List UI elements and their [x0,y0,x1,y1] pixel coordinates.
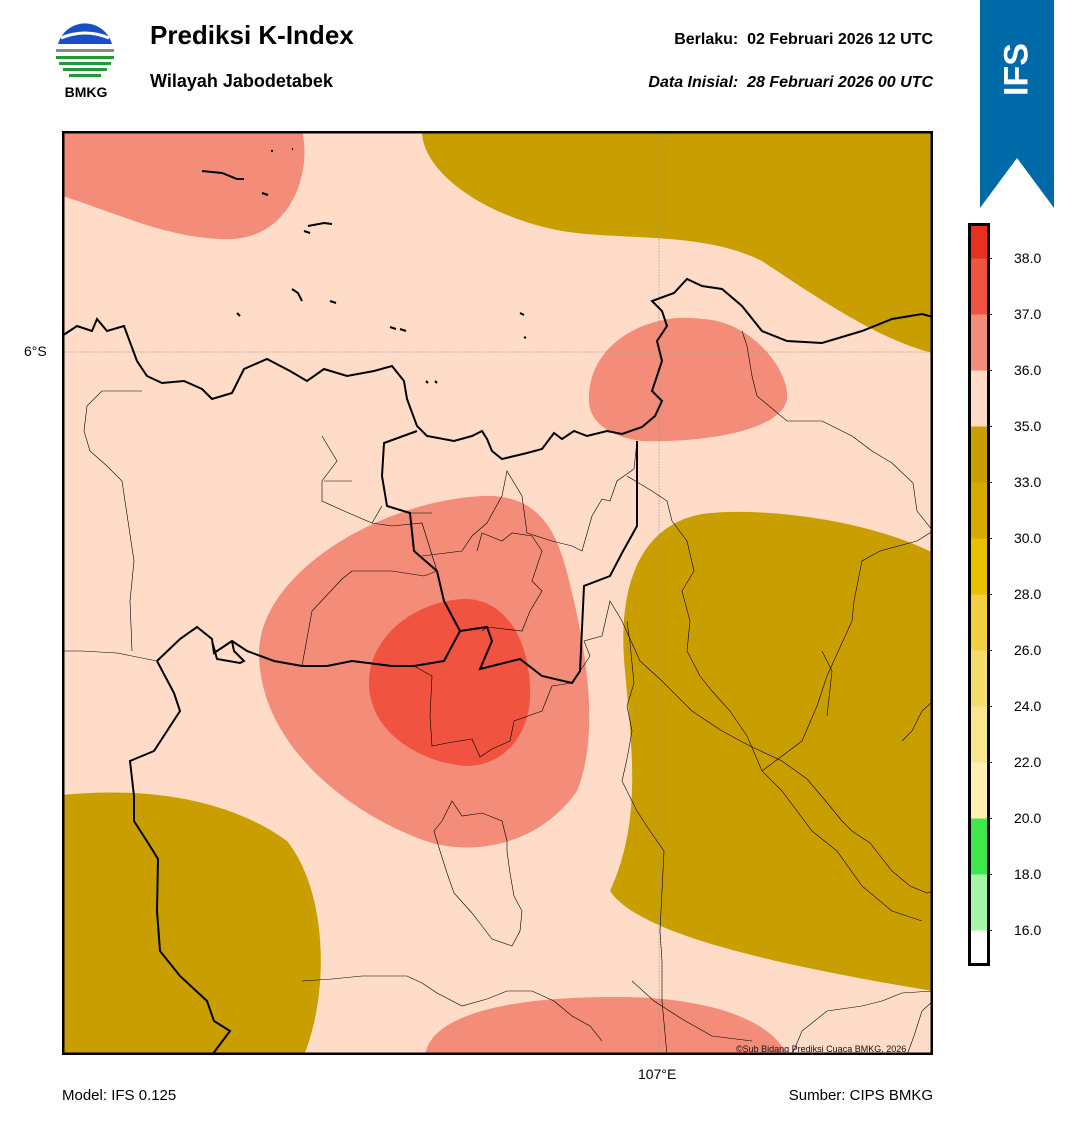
colorbar-swatch [969,314,989,371]
colorbar-swatch [969,874,989,931]
colorbar-swatch [969,706,989,763]
colorbar-swatch [969,370,989,427]
colorbar-label: 24.0 [1014,697,1042,714]
page-title: Prediksi K-Index [150,20,354,50]
field-36-37-south [425,996,787,1055]
model-label: Model: IFS 0.125 [62,1087,177,1104]
model-ribbon: IFS [980,0,1054,208]
regency-boundaries [62,330,933,1055]
field-36-37-northwest [62,131,305,240]
colorbar-swatch [969,930,989,965]
colorbar-label: 22.0 [1014,753,1042,770]
map-canvas [62,131,933,1055]
colorbar-label: 20.0 [1014,809,1042,826]
colorbar-label: 26.0 [1014,641,1042,658]
colorbar-swatches [968,223,992,966]
ribbon-shape-icon [980,0,1054,208]
province-boundary-banten [128,625,461,1055]
colorbar-swatch [969,818,989,875]
field-33-35-east [610,511,933,991]
map-border [62,131,933,1055]
colorbar-label: 36.0 [1014,361,1042,378]
field-36-37-northeast [588,317,788,442]
colorbar-label: 28.0 [1014,585,1042,602]
field-33-35-northeast [422,131,933,353]
bmkg-logo [52,20,118,84]
copyright-text: ©Sub Bidang Prediksi Cuaca BMKG, 2026 [736,1044,907,1054]
source-label: Sumber: CIPS BMKG [788,1087,933,1104]
colorbar-swatch [969,426,989,483]
init-time: Data Inisial: 28 Februari 2026 00 UTC [648,74,933,92]
field-37-38-core [368,599,531,766]
colorbar-swatch [969,224,989,259]
bmkg-logo-icon [55,22,115,82]
colorbar [968,223,992,967]
colorbar-swatch [969,594,989,651]
colorbar-swatch [969,482,989,539]
field-33-35-southwest [62,792,321,1055]
lat-label: 6°S [24,343,47,359]
islands [201,148,527,384]
colorbar-swatch [969,762,989,819]
colorbar-label: 30.0 [1014,529,1042,546]
colorbar-label: 35.0 [1014,417,1042,434]
colorbar-label: 16.0 [1014,921,1042,938]
colorbar-label: 38.0 [1014,249,1042,266]
colorbar-swatch [969,538,989,595]
lon-label: 107°E [638,1066,677,1082]
valid-time: Berlaku: 02 Februari 2026 12 UTC [674,31,933,49]
valid-label: Berlaku: [674,31,739,48]
colorbar-label: 37.0 [1014,305,1042,322]
k-index-map [62,131,933,1055]
colorbar-label: 33.0 [1014,473,1042,490]
coastline [62,277,933,461]
init-value: 28 Februari 2026 00 UTC [747,74,933,91]
page-subtitle: Wilayah Jabodetabek [150,71,333,91]
colorbar-label: 18.0 [1014,865,1042,882]
ribbon-text: IFS [997,43,1036,96]
province-boundary-jakarta [380,430,638,685]
colorbar-swatch [969,258,989,315]
valid-value: 02 Februari 2026 12 UTC [747,31,933,48]
colorbar-swatch [969,650,989,707]
logo-text: BMKG [64,84,108,100]
init-label: Data Inisial: [648,74,739,91]
